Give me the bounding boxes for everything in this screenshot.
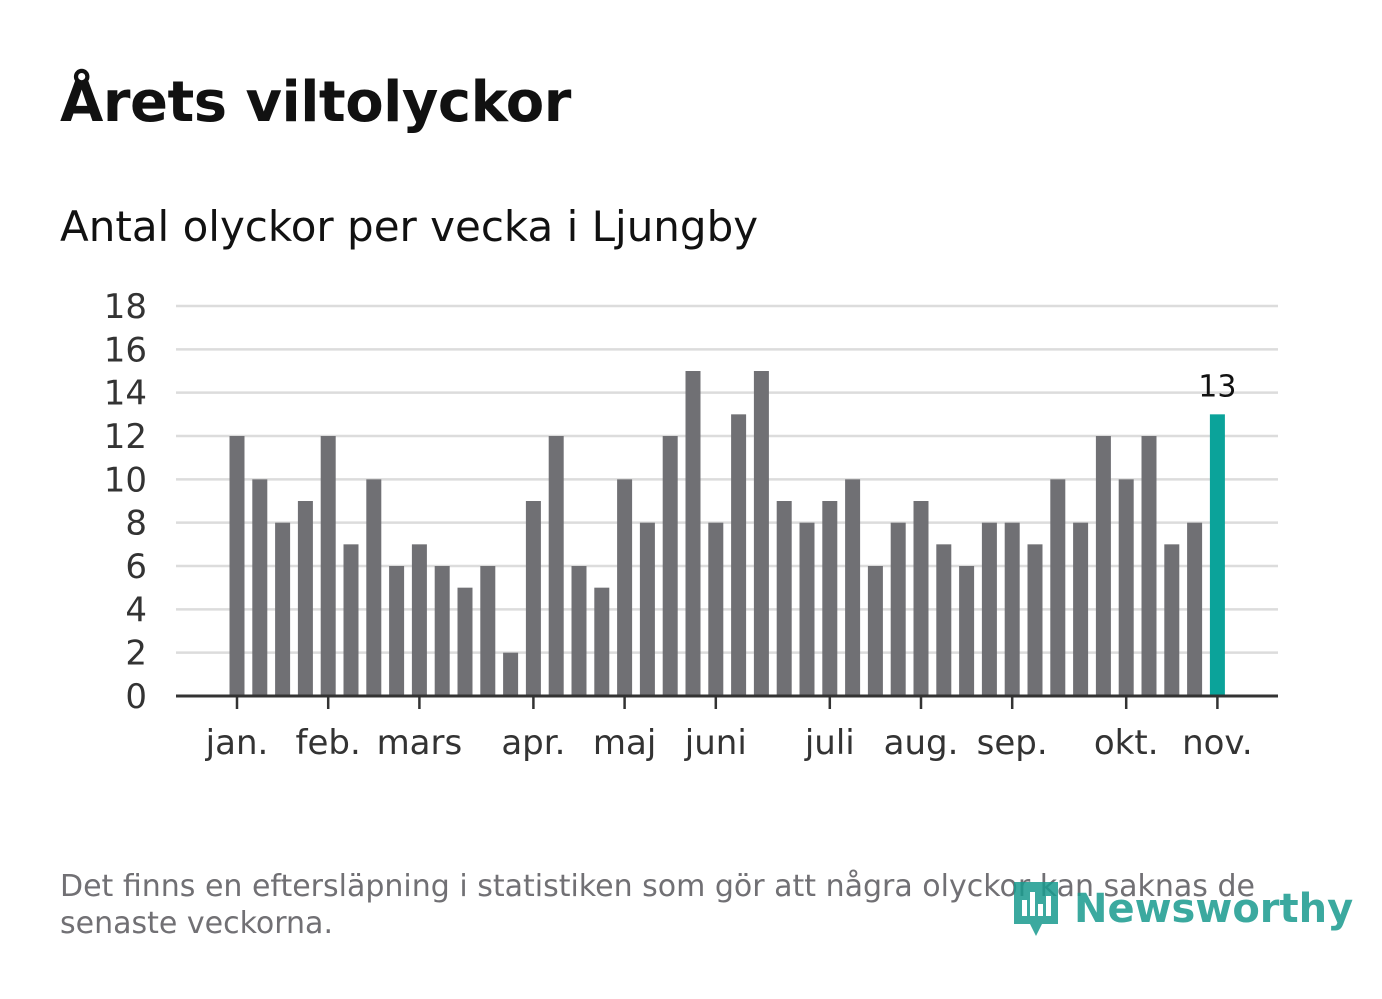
x-axis bbox=[176, 694, 1278, 709]
x-tick-label-aug: aug. bbox=[884, 723, 959, 763]
bar bbox=[434, 566, 450, 696]
x-axis-labels: jan. feb. mars apr. maj juni juli aug. sep. okt. n… bbox=[205, 723, 1253, 763]
y-tick-label-6: 6 bbox=[125, 547, 147, 587]
bar bbox=[229, 436, 245, 696]
x-tick-label-juni: juni bbox=[684, 723, 747, 763]
bar bbox=[959, 566, 975, 696]
bar bbox=[480, 566, 496, 696]
x-tick-label-sep: sep. bbox=[977, 723, 1048, 763]
bar bbox=[776, 501, 792, 696]
y-tick-label-16: 16 bbox=[104, 330, 147, 370]
bar bbox=[685, 371, 701, 696]
y-tick-label-18: 18 bbox=[104, 287, 147, 327]
gridlines bbox=[176, 304, 1278, 654]
bar bbox=[845, 479, 861, 696]
y-tick-label-2: 2 bbox=[125, 634, 147, 674]
x-tick-label-mars: mars bbox=[377, 723, 463, 763]
bar bbox=[252, 479, 268, 696]
y-tick-label-4: 4 bbox=[125, 590, 147, 630]
bar-highlight bbox=[1209, 414, 1225, 696]
bar bbox=[890, 522, 906, 696]
bar bbox=[1073, 522, 1089, 696]
bar bbox=[731, 414, 747, 696]
bar bbox=[981, 522, 997, 696]
bar bbox=[1050, 479, 1066, 696]
bar bbox=[343, 544, 359, 696]
bar bbox=[1118, 479, 1134, 696]
bar bbox=[708, 522, 724, 696]
brand-name: Newsworthy bbox=[1074, 886, 1354, 932]
y-tick-label-12: 12 bbox=[104, 417, 147, 457]
x-tick-label-jan: jan. bbox=[205, 723, 269, 763]
y-tick-label-8: 8 bbox=[125, 504, 147, 544]
x-tick-label-nov: nov. bbox=[1182, 723, 1253, 763]
bar bbox=[639, 522, 655, 696]
bar bbox=[548, 436, 564, 696]
bar bbox=[936, 544, 952, 696]
bar bbox=[1164, 544, 1180, 696]
chart-subtitle: Antal olyckor per vecka i Ljungby bbox=[60, 202, 759, 251]
bar bbox=[275, 522, 291, 696]
bar bbox=[799, 522, 815, 696]
bar bbox=[1141, 436, 1157, 696]
bar bbox=[1187, 522, 1203, 696]
bars: 13 bbox=[229, 369, 1236, 696]
bar bbox=[1095, 436, 1111, 696]
newsworthy-logo-icon bbox=[1014, 882, 1058, 936]
bar bbox=[503, 652, 519, 696]
x-tick-label-apr: apr. bbox=[501, 723, 565, 763]
bar bbox=[320, 436, 336, 696]
bar bbox=[822, 501, 838, 696]
x-tick-label-juli: juli bbox=[804, 723, 855, 763]
x-tick-label-okt: okt. bbox=[1094, 723, 1159, 763]
y-tick-label-14: 14 bbox=[104, 374, 147, 414]
bar bbox=[913, 501, 929, 696]
bar bbox=[525, 501, 541, 696]
y-tick-label-0: 0 bbox=[125, 677, 147, 717]
y-tick-label-10: 10 bbox=[104, 460, 147, 500]
bar bbox=[297, 501, 313, 696]
bar bbox=[1027, 544, 1043, 696]
bar bbox=[411, 544, 427, 696]
bar bbox=[753, 371, 769, 696]
x-tick-label-feb: feb. bbox=[296, 723, 361, 763]
bar bbox=[457, 587, 473, 696]
bar bbox=[389, 566, 405, 696]
chart-title: Årets viltolyckor bbox=[60, 70, 571, 135]
bar bbox=[662, 436, 678, 696]
bar bbox=[867, 566, 883, 696]
bar bbox=[1004, 522, 1020, 696]
bar bbox=[594, 587, 610, 696]
x-tick-label-maj: maj bbox=[593, 723, 656, 763]
bar bbox=[617, 479, 633, 696]
bar bbox=[571, 566, 587, 696]
newsworthy-logo[interactable]: Newsworthy bbox=[1010, 878, 1353, 940]
bar bbox=[366, 479, 382, 696]
highlight-value-label: 13 bbox=[1198, 369, 1236, 404]
